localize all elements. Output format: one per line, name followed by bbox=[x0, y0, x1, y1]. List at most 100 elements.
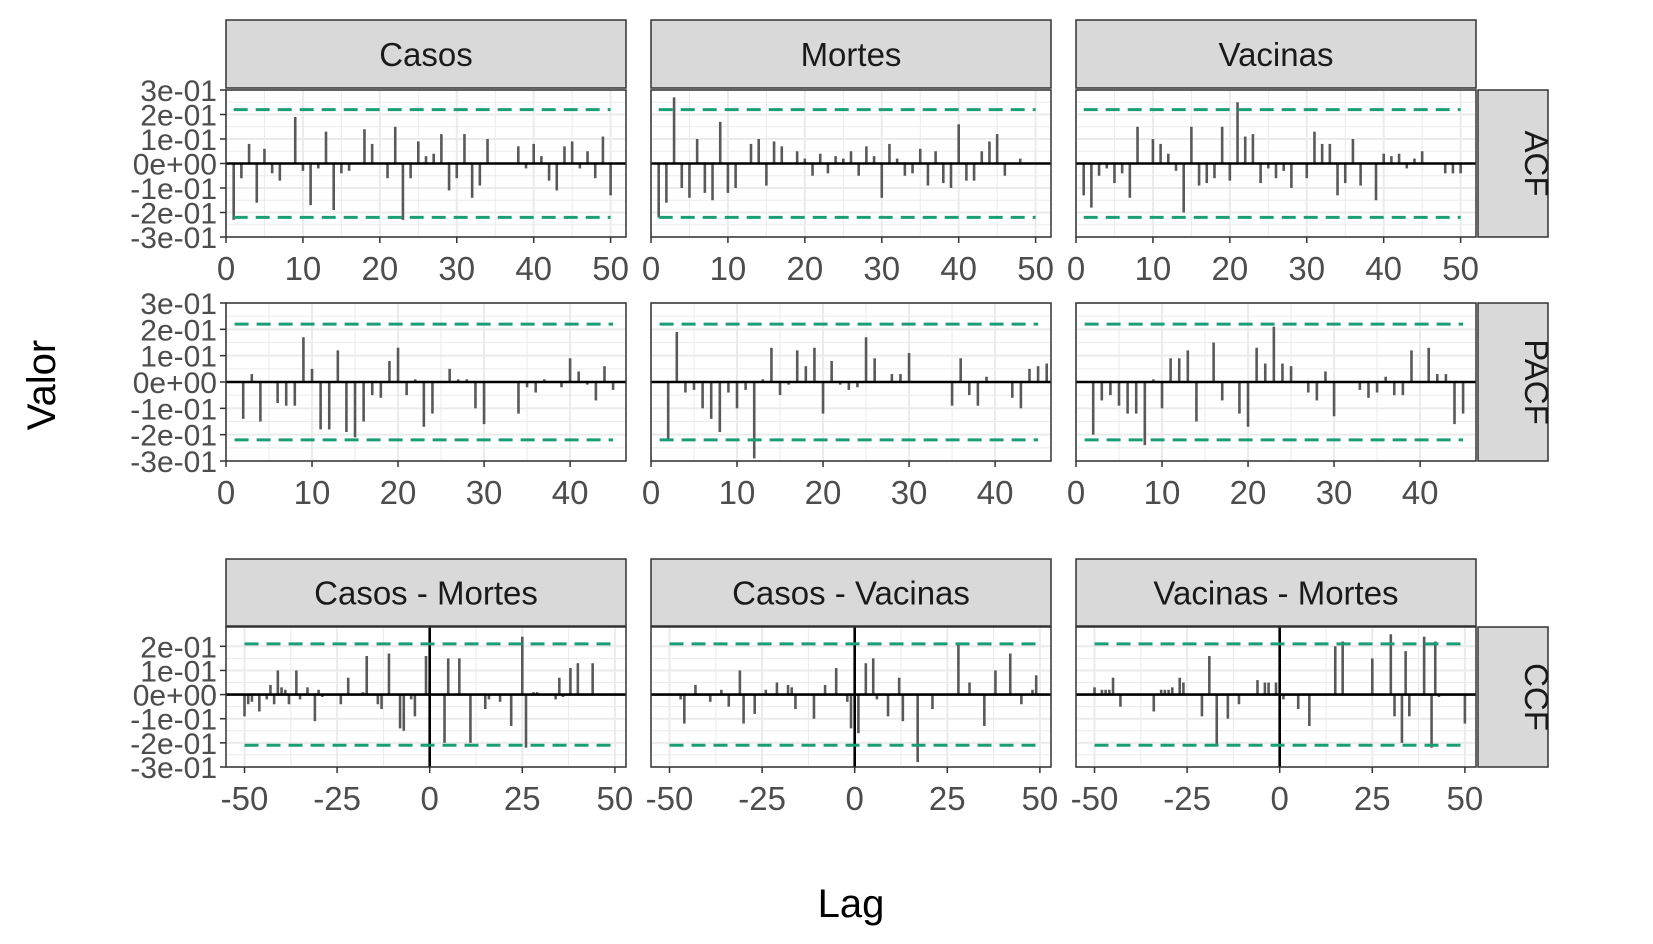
panel-pacf-2: 0 10 20 30 40 bbox=[642, 302, 1052, 511]
panel-strip-label: Vacinas bbox=[1219, 36, 1334, 73]
row-strip-label: PACF bbox=[1518, 339, 1555, 425]
x-tick-label: 20 bbox=[1230, 474, 1267, 511]
x-tick-label: 50 bbox=[1442, 250, 1479, 287]
panel-ccf-1: Casos - Mortes -50 -25 0 25 50 2e-011e-010e+00… bbox=[130, 558, 634, 817]
y-tick-label: 0e+00 bbox=[133, 149, 217, 182]
y-tick-label: 3e-01 bbox=[140, 288, 217, 321]
panel-strip-label: Mortes bbox=[801, 36, 902, 73]
x-tick-label: 0 bbox=[1271, 780, 1289, 817]
y-tick-label: -2e-01 bbox=[130, 420, 217, 453]
x-tick-label: 40 bbox=[1365, 250, 1402, 287]
y-tick-label: 1e-01 bbox=[140, 341, 217, 374]
panel-strip bbox=[225, 19, 627, 89]
x-tick-label: 50 bbox=[1447, 780, 1484, 817]
x-tick-label: 25 bbox=[929, 780, 966, 817]
x-tick-label: 25 bbox=[1354, 780, 1391, 817]
y-tick-label: -2e-01 bbox=[130, 198, 217, 231]
x-tick-label: 25 bbox=[504, 780, 541, 817]
x-tick-label: -25 bbox=[1163, 780, 1211, 817]
panel-border bbox=[650, 302, 1052, 462]
x-tick-label: 0 bbox=[1067, 250, 1085, 287]
panel-strip-label: Casos bbox=[379, 36, 473, 73]
y-tick-label: 1e-01 bbox=[140, 124, 217, 157]
panel-strip bbox=[650, 19, 1052, 89]
row-strip-box bbox=[1477, 302, 1549, 462]
x-tick-label: 0 bbox=[217, 250, 235, 287]
panel-strip-label: Casos - Mortes bbox=[314, 575, 538, 612]
x-tick-label: 20 bbox=[361, 250, 398, 287]
x-tick-label: 0 bbox=[217, 474, 235, 511]
row-strip-label: CCF bbox=[1518, 663, 1555, 731]
x-tick-label: -50 bbox=[221, 780, 269, 817]
row-strip-box bbox=[1477, 626, 1549, 768]
panel-acf-3: Vacinas 0 10 20 30 40 50 bbox=[1067, 19, 1479, 287]
x-tick-label: 10 bbox=[294, 474, 331, 511]
x-tick-label: 30 bbox=[891, 474, 928, 511]
y-tick-label: -1e-01 bbox=[130, 704, 217, 737]
y-tick-label: -3e-01 bbox=[130, 222, 217, 255]
row-strip-acf: ACF bbox=[1477, 89, 1555, 238]
x-tick-label: 10 bbox=[719, 474, 756, 511]
panel-border bbox=[1075, 89, 1477, 238]
x-tick-label: 50 bbox=[597, 780, 634, 817]
panel-strip bbox=[1075, 19, 1477, 89]
panel-border bbox=[650, 89, 1052, 238]
row-strip-label: ACF bbox=[1518, 131, 1555, 197]
x-tick-label: 30 bbox=[1316, 474, 1353, 511]
x-tick-label: -50 bbox=[646, 780, 694, 817]
panel-ccf-3: Vacinas - Mortes -50 -25 0 25 50 bbox=[1071, 558, 1484, 817]
x-tick-label: 10 bbox=[1135, 250, 1172, 287]
y-tick-label: -3e-01 bbox=[130, 752, 217, 785]
panel-pacf-1: 0 10 20 30 40 3e-012e-011e-010e+00-1e-01-2e-0… bbox=[130, 288, 627, 511]
y-tick-label: 2e-01 bbox=[140, 631, 217, 664]
y-axis-title: Valor bbox=[20, 340, 64, 430]
x-tick-label: 50 bbox=[1017, 250, 1054, 287]
y-tick-label: 1e-01 bbox=[140, 655, 217, 688]
x-tick-label: 20 bbox=[1211, 250, 1248, 287]
x-tick-label: 20 bbox=[805, 474, 842, 511]
y-tick-label: 2e-01 bbox=[140, 100, 217, 133]
x-tick-label: 50 bbox=[1022, 780, 1059, 817]
panel-acf-2: Mortes 0 10 20 30 40 50 bbox=[642, 19, 1054, 287]
x-tick-label: 0 bbox=[642, 250, 660, 287]
y-tick-label: -1e-01 bbox=[130, 393, 217, 426]
x-tick-label: 0 bbox=[846, 780, 864, 817]
y-tick-label: 0e+00 bbox=[133, 367, 217, 400]
x-tick-label: 20 bbox=[380, 474, 417, 511]
x-axis-title: Lag bbox=[818, 882, 885, 926]
panel-border bbox=[650, 626, 1052, 768]
x-tick-label: 0 bbox=[1067, 474, 1085, 511]
x-tick-label: 0 bbox=[421, 780, 439, 817]
x-tick-label: 30 bbox=[466, 474, 503, 511]
panel-acf-1: Casos 0 10 20 30 40 50 3e-012e-011e-010e+00-1e-… bbox=[130, 19, 629, 287]
x-tick-label: 40 bbox=[977, 474, 1014, 511]
x-tick-label: 30 bbox=[863, 250, 900, 287]
x-tick-label: 50 bbox=[592, 250, 629, 287]
panel-strip-label: Vacinas - Mortes bbox=[1153, 575, 1398, 612]
row-strip-pacf: PACF bbox=[1477, 302, 1555, 462]
x-tick-label: 10 bbox=[710, 250, 747, 287]
row-strip-box bbox=[1477, 89, 1549, 238]
row-strip-ccf: CCF bbox=[1477, 626, 1555, 768]
y-tick-label: -2e-01 bbox=[130, 728, 217, 761]
panel-border bbox=[225, 626, 627, 768]
x-tick-label: 20 bbox=[786, 250, 823, 287]
panel-strip bbox=[225, 558, 627, 627]
panel-strip bbox=[1075, 558, 1477, 627]
x-tick-label: 30 bbox=[1288, 250, 1325, 287]
panel-pacf-3: 0 10 20 30 40 bbox=[1067, 302, 1477, 511]
y-tick-label: 0e+00 bbox=[133, 680, 217, 713]
x-tick-label: -50 bbox=[1071, 780, 1119, 817]
panel-border bbox=[1075, 302, 1477, 462]
x-tick-label: 40 bbox=[940, 250, 977, 287]
x-tick-label: 10 bbox=[1144, 474, 1181, 511]
panel-ccf-2: Casos - Vacinas -50 -25 0 25 50 bbox=[646, 558, 1059, 817]
panel-border bbox=[1075, 626, 1477, 768]
x-tick-label: 40 bbox=[1402, 474, 1439, 511]
y-tick-label: 2e-01 bbox=[140, 314, 217, 347]
panel-strip bbox=[650, 558, 1052, 627]
x-tick-label: -25 bbox=[313, 780, 361, 817]
panel-strip-label: Casos - Vacinas bbox=[732, 575, 970, 612]
y-tick-label: -1e-01 bbox=[130, 173, 217, 206]
